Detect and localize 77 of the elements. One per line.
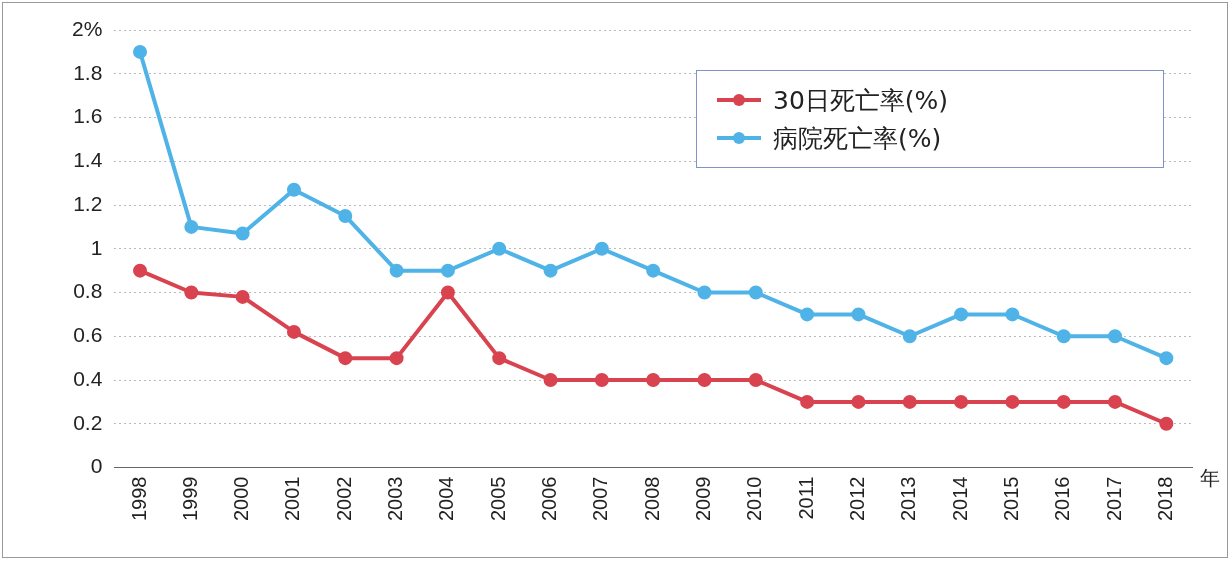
point [851, 394, 866, 409]
x-tick-label: 2018 [1153, 476, 1176, 522]
x-tick-label: 2012 [845, 476, 868, 522]
x-tick-label: 2013 [897, 476, 920, 522]
point [235, 226, 250, 241]
x-tick-label: 2007 [589, 476, 612, 522]
y-tick-label: 1 [90, 235, 103, 259]
y-tick-label: 2% [71, 16, 103, 40]
x-tick-label: 2005 [486, 476, 509, 522]
x-tick-label: 2003 [384, 476, 407, 522]
point [1056, 394, 1071, 409]
point [594, 241, 609, 256]
x-tick-label: 2008 [640, 476, 663, 522]
point [492, 351, 507, 366]
y-tick-label: 1.8 [73, 60, 103, 84]
x-tick-label: 2002 [332, 476, 355, 522]
point [646, 263, 661, 278]
point [697, 373, 712, 388]
point [1159, 416, 1174, 431]
y-tick-label: 0.8 [73, 279, 103, 303]
point [902, 329, 917, 344]
point [133, 263, 148, 278]
point [440, 263, 455, 278]
point [1056, 329, 1071, 344]
y-tick-label: 0 [90, 454, 103, 478]
x-tick-label: 2006 [538, 476, 561, 522]
point [338, 351, 353, 366]
point [748, 285, 763, 300]
y-tick-label: 1.2 [73, 191, 103, 215]
x-tick-label: 2015 [999, 476, 1022, 522]
point [543, 263, 558, 278]
point [338, 208, 353, 223]
point [184, 285, 199, 300]
point [184, 219, 199, 234]
y-tick-label: 1.6 [73, 104, 103, 128]
point [1005, 394, 1020, 409]
point [389, 263, 404, 278]
point [440, 285, 455, 300]
legend-label: 病院死亡率(%) [773, 122, 942, 155]
x-tick-label: 1998 [127, 476, 150, 522]
point [697, 285, 712, 300]
y-tick-label: 0.6 [73, 323, 103, 347]
point [389, 351, 404, 366]
y-tick-label: 1.4 [73, 148, 103, 172]
y-tick-label: 0.2 [73, 410, 103, 434]
point [1108, 329, 1123, 344]
x-tick-label: 2009 [692, 476, 715, 522]
point [133, 44, 148, 59]
point [748, 373, 763, 388]
point [646, 373, 661, 388]
point [902, 394, 917, 409]
x-tick-label: 1999 [178, 476, 201, 522]
x-tick-label: 2016 [1051, 476, 1074, 522]
x-tick-label: 2010 [743, 476, 766, 522]
point [235, 289, 250, 304]
point [800, 307, 815, 322]
x-tick-label: 2000 [230, 476, 253, 522]
point [492, 241, 507, 256]
point [800, 394, 815, 409]
point [543, 373, 558, 388]
x-tick-label: 2017 [1102, 476, 1125, 522]
x-tick-label: 2001 [281, 476, 304, 522]
legend-label: 30日死亡率(%) [773, 84, 949, 117]
point [594, 373, 609, 388]
point [851, 307, 866, 322]
point [1159, 351, 1174, 366]
x-tick-label: 2014 [948, 476, 971, 522]
x-axis-title: 年 [1200, 465, 1220, 490]
point [954, 394, 969, 409]
y-tick-label: 0.4 [73, 366, 103, 390]
x-tick-label: 2004 [435, 476, 458, 522]
point [954, 307, 969, 322]
x-tick-label: 2011 [794, 476, 817, 520]
point [286, 182, 301, 197]
point [1005, 307, 1020, 322]
point [286, 324, 301, 339]
point [1108, 394, 1123, 409]
